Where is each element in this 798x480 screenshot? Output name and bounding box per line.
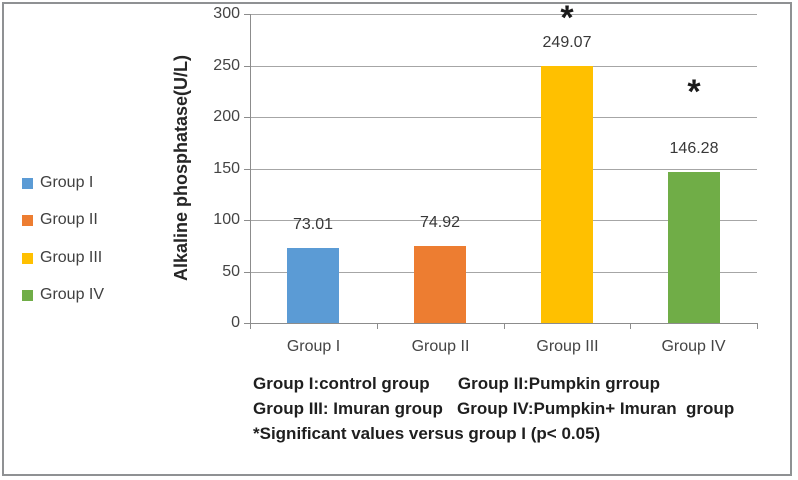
y-axis-tick-label: 0 <box>231 314 240 331</box>
legend-item-group-iii: Group III <box>22 249 103 266</box>
value-label-group-i: 73.01 <box>292 216 334 233</box>
value-label-group-iv: 146.28 <box>669 140 719 157</box>
gridline <box>250 117 757 118</box>
legend: Group I Group II Group III Group IV <box>22 174 152 306</box>
legend-label: Group II <box>40 211 98 228</box>
bar-group-iv <box>668 172 720 323</box>
legend-label: Group III <box>40 249 103 266</box>
bar-group-i <box>287 248 339 323</box>
chart-outer-border <box>2 2 792 476</box>
legend-swatch-icon <box>22 289 33 301</box>
footnote-line-3: *Significant values versus group I (p< 0… <box>253 424 601 443</box>
gridline <box>250 220 757 221</box>
y-axis-tick-label: 300 <box>213 5 240 22</box>
y-axis-tick <box>244 272 250 273</box>
y-axis-tick <box>244 169 250 170</box>
gridline <box>250 14 757 15</box>
x-category-label-group-iv: Group IV <box>661 338 726 355</box>
x-axis-tick <box>630 323 631 329</box>
x-axis-tick <box>757 323 758 329</box>
bar-group-ii <box>414 246 466 323</box>
y-axis-tick <box>244 66 250 67</box>
x-category-label-group-i: Group I <box>286 338 341 355</box>
legend-swatch-icon <box>22 177 33 189</box>
x-category-label-group-ii: Group II <box>411 338 470 355</box>
significance-asterisk: * <box>687 73 701 111</box>
legend-item-group-ii: Group II <box>22 211 98 228</box>
x-axis-tick <box>377 323 378 329</box>
gridline <box>250 169 757 170</box>
y-axis-tick-label: 250 <box>213 57 240 74</box>
value-label-group-iii: 249.07 <box>542 34 592 51</box>
y-axis-tick-label: 200 <box>213 108 240 125</box>
legend-swatch-icon <box>22 214 33 226</box>
y-axis-line <box>250 14 251 323</box>
gridline <box>250 272 757 273</box>
x-category-label-group-iii: Group III <box>536 338 599 355</box>
x-axis-tick <box>250 323 251 329</box>
legend-item-group-i: Group I <box>22 174 94 191</box>
footnote-line-1: Group I:control group Group II:Pumpkin g… <box>253 374 661 393</box>
bar-group-iii <box>541 66 593 323</box>
legend-item-group-iv: Group IV <box>22 286 105 303</box>
y-axis-tick-label: 150 <box>213 160 240 177</box>
y-axis-tick <box>244 117 250 118</box>
y-axis-tick <box>244 220 250 221</box>
y-axis-tick <box>244 323 250 324</box>
footnote-block: Group I:control group Group II:Pumpkin g… <box>253 371 734 446</box>
x-axis-tick <box>504 323 505 329</box>
significance-asterisk: * <box>560 0 574 37</box>
footnote-line-2: Group III: Imuran group Group IV:Pumpkin… <box>253 399 735 418</box>
y-axis-tick-label: 50 <box>222 263 240 280</box>
y-axis-tick <box>244 14 250 15</box>
y-axis-tick-label: 100 <box>213 211 240 228</box>
gridline <box>250 66 757 67</box>
legend-swatch-icon <box>22 252 33 264</box>
value-label-group-ii: 74.92 <box>419 214 461 231</box>
legend-label: Group IV <box>40 286 105 303</box>
legend-label: Group I <box>40 174 94 191</box>
